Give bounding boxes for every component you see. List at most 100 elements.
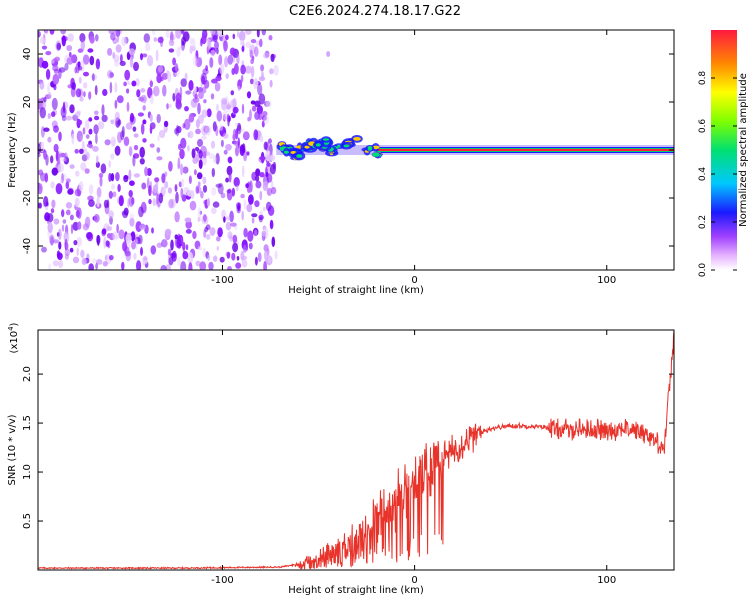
heatmap-noise-cell xyxy=(67,187,74,195)
heatmap-noise-cell xyxy=(126,101,130,112)
heatmap-noise-cell xyxy=(57,150,62,160)
heatmap-noise-cell xyxy=(272,161,276,170)
heatmap-noise-cell xyxy=(258,111,263,121)
heatmap-noise-cell xyxy=(237,124,242,135)
heatmap-noise-cell xyxy=(116,223,119,234)
heatmap-noise-cell xyxy=(172,92,176,102)
heatmap-noise-cell xyxy=(83,71,89,77)
heatmap-noise-cell xyxy=(240,193,245,199)
heatmap-noise-cell xyxy=(95,133,98,145)
heatmap-noise-cell xyxy=(95,34,99,42)
snr-x-tick-label: 100 xyxy=(597,575,616,586)
heatmap-noise-cell xyxy=(209,227,216,236)
heatmap-noise-cell xyxy=(235,262,242,269)
heatmap-y-ticks: -40 -20 0 20 40 xyxy=(22,48,674,254)
heatmap-noise-cell xyxy=(75,88,82,98)
heatmap-noise-cell xyxy=(192,157,198,164)
heatmap-noise-cell xyxy=(227,156,233,164)
heatmap-noise-cell xyxy=(38,57,42,67)
heatmap-noise-cell xyxy=(238,30,246,42)
heatmap-noise-cell xyxy=(118,195,124,207)
heatmap-y-tick-label: 40 xyxy=(22,48,33,61)
heatmap-noise-cell xyxy=(88,117,93,122)
heatmap-noise-cell xyxy=(115,44,122,53)
heatmap-noise-cell xyxy=(75,170,80,177)
heatmap-noise-cell xyxy=(142,138,147,143)
colorbar-tick-label: 0.8 xyxy=(698,71,708,86)
heatmap-noise-cell xyxy=(215,103,220,112)
heatmap-noise-cell xyxy=(148,198,152,205)
heatmap-noise-cell xyxy=(243,227,248,238)
heatmap-noise-cell xyxy=(111,183,115,190)
heatmap-noise-cell xyxy=(66,57,74,65)
heatmap-noise-cell xyxy=(241,45,245,52)
heatmap-noise-cell xyxy=(271,236,276,248)
heatmap-noise-cell xyxy=(254,256,258,266)
heatmap-noise-cell xyxy=(273,64,279,76)
heatmap-noise-cell xyxy=(160,264,167,270)
heatmap-noise-cell xyxy=(185,220,192,229)
heatmap-noise-cell xyxy=(221,99,228,111)
snr-series-line xyxy=(38,330,674,570)
heatmap-noise-cell xyxy=(153,85,160,97)
heatmap-noise-cell xyxy=(92,258,96,264)
heatmap-noise-cell xyxy=(202,68,209,75)
heatmap-noise-cell xyxy=(217,227,223,238)
heatmap-noise-cell xyxy=(139,224,146,230)
heatmap-noise-cell xyxy=(59,179,63,184)
heatmap-noise-cell xyxy=(251,105,257,112)
heatmap-x-tick-label: 0 xyxy=(411,275,417,286)
heatmap-noise-cell xyxy=(93,124,99,135)
heatmap-noise-cell xyxy=(263,244,269,252)
heatmap-noise-cell xyxy=(76,237,83,247)
heatmap-noise-cell xyxy=(229,210,234,223)
heatmap-noise-cell xyxy=(200,38,203,47)
heatmap-noise-cell xyxy=(184,106,189,112)
heatmap-noise-cell xyxy=(240,39,245,47)
heatmap-noise-cell xyxy=(88,91,92,100)
figure-title: C2E6.2024.274.18.17.G22 xyxy=(289,4,461,19)
heatmap-noise-cell xyxy=(259,190,263,201)
heatmap-noise-cell xyxy=(180,163,184,176)
heatmap-noise-cell xyxy=(71,82,76,90)
heatmap-noise-cell xyxy=(101,114,108,123)
heatmap-noise-cell xyxy=(219,256,225,263)
heatmap-noise-cell xyxy=(216,110,223,122)
heatmap-noise-cell xyxy=(67,33,74,42)
heatmap-noise-cell xyxy=(232,134,236,141)
heatmap-noise-cell xyxy=(148,185,152,197)
heatmap-noise-cell xyxy=(95,58,101,70)
heatmap-noise-cell xyxy=(175,92,182,105)
heatmap-noise-cell xyxy=(230,90,235,96)
heatmap-noise-cell xyxy=(149,114,153,122)
heatmap-noise-cell xyxy=(158,193,164,204)
heatmap-noise-cell xyxy=(269,68,274,75)
heatmap-noise-cell xyxy=(259,135,264,143)
heatmap-noise-cell xyxy=(172,57,177,66)
heatmap-noise-cell xyxy=(76,247,79,256)
heatmap-noise-cell xyxy=(133,144,139,151)
heatmap-noise-cell xyxy=(174,184,178,192)
heatmap-noise-cell xyxy=(112,52,115,59)
heatmap-noise-cell xyxy=(237,137,240,149)
heatmap-noise-cell xyxy=(140,94,147,103)
heatmap-noise-cell xyxy=(125,233,132,244)
heatmap-noise-cell xyxy=(138,206,144,218)
heatmap-noise-cell xyxy=(210,93,215,100)
heatmap-noise-cell xyxy=(65,242,69,251)
heatmap-noise-cell xyxy=(123,175,129,183)
heatmap-noise-cell xyxy=(184,217,192,223)
heatmap-noise-cell xyxy=(79,33,86,43)
heatmap-noise-cell xyxy=(156,147,161,153)
heatmap-noise-cell xyxy=(261,30,266,36)
heatmap-noise-cell xyxy=(82,223,89,231)
heatmap-noise-cell xyxy=(135,78,140,87)
heatmap-noise-cell xyxy=(69,52,72,58)
heatmap-noise-cell xyxy=(71,133,75,145)
heatmap-noise-cell xyxy=(167,71,172,83)
heatmap-noise-cell xyxy=(269,79,273,88)
heatmap-noise-cell xyxy=(58,131,62,142)
heatmap-noise-cell xyxy=(77,65,83,71)
heatmap-noise-cell xyxy=(245,183,249,189)
heatmap-noise-cell xyxy=(211,167,215,178)
